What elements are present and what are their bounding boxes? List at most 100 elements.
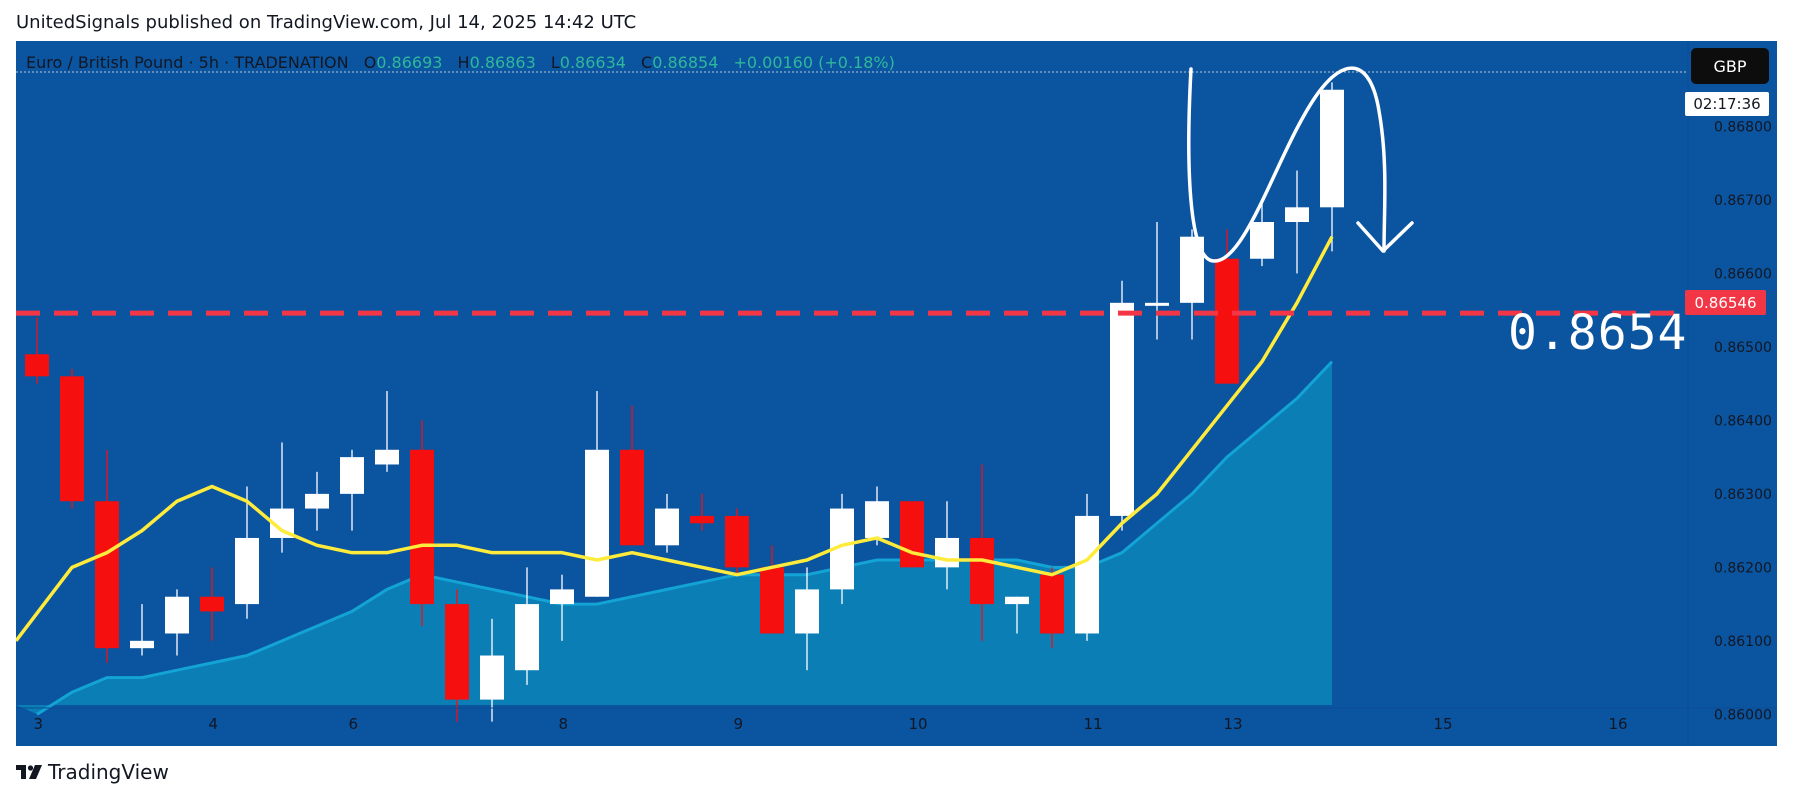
candle [795,567,819,671]
candle [480,618,504,722]
chart-panel[interactable]: 0.86000 0.86100 0.86200 0.86300 0.86400 0.865… [16,41,1777,746]
low-label: L [550,53,560,72]
candle-body [760,567,784,634]
candle-body [1215,258,1239,384]
candle [900,501,924,568]
candle [1040,567,1064,649]
high-label: H [457,53,470,72]
time-tick-label: 3 [34,715,44,733]
candle-body [935,537,959,568]
symbol-legend[interactable]: Euro / British Pound · 5h · TRADENATION … [26,53,895,72]
candle-body [1285,207,1309,222]
tradingview-logo[interactable]: TradingView [16,760,169,784]
candle [550,574,574,641]
candle-body [480,655,504,700]
candle [25,317,49,384]
candle [235,486,259,619]
candle [690,493,714,531]
candle [270,442,294,553]
candle [585,391,609,597]
arrow-head [1356,221,1414,253]
level-annotation-text: 0.8654 [1508,305,1688,361]
published-by-header: UnitedSignals published on TradingView.c… [16,12,637,33]
time-tick-label: 16 [1609,715,1628,733]
time-tick-label: 6 [349,715,359,733]
candle-body [340,457,364,494]
candle [410,420,434,627]
price-tick-label: 0.86800 [1714,119,1772,135]
candle-body [550,589,574,605]
close-value: 0.86854 [652,53,719,72]
candle-body [1320,89,1344,208]
candle-body [445,604,469,700]
candle-body [1075,515,1099,634]
candle-body [60,376,84,502]
candle [1285,170,1309,274]
candle [200,567,224,641]
hand-drawn-annotation-layer [1187,66,1414,263]
candle [1250,199,1274,267]
currency-button[interactable]: GBP [1691,48,1769,84]
level-price-label: 0.86546 [1685,290,1766,315]
candle-body [375,449,399,465]
candle [865,486,889,546]
time-tick-label: 8 [559,715,569,733]
candle [1145,222,1169,340]
candle [1320,82,1344,252]
candle [1110,280,1134,531]
low-value: 0.86634 [559,53,626,72]
symbol-name: Euro / British Pound · 5h · TRADENATION [26,53,349,72]
candle [1075,493,1099,641]
candle [445,589,469,722]
candle-body [1145,302,1169,306]
candle-body [1250,222,1274,259]
candle-body [1110,302,1134,516]
candle-body [690,515,714,524]
candle [515,567,539,685]
price-chart[interactable]: 0.86000 0.86100 0.86200 0.86300 0.86400 0.865… [16,41,1777,746]
candle [165,589,189,656]
close-label: C [641,53,653,72]
axes-layer: 0.86000 0.86100 0.86200 0.86300 0.86400 0.865… [16,41,1777,746]
candle [620,405,644,546]
candle-body [200,596,224,612]
candle [340,449,364,531]
candle [760,545,784,634]
price-tick-label: 0.86300 [1714,487,1772,503]
change-value: +0.00160 (+0.18%) [733,53,895,72]
time-tick-label: 15 [1434,715,1453,733]
price-tick-label: 0.86400 [1714,413,1772,429]
tradingview-brand-label: TradingView [48,760,169,784]
candle-body [95,501,119,649]
time-tick-label: 10 [909,715,928,733]
candle-body [970,537,994,605]
candle-body [305,493,329,509]
candle-body [900,501,924,568]
candle [725,508,749,575]
candle-body [620,449,644,546]
price-tick-label: 0.86000 [1714,707,1772,723]
area-moving-average-layer [16,360,1334,716]
time-tick-label: 4 [209,715,219,733]
candle [655,493,679,553]
candle [375,391,399,472]
candle [60,368,84,509]
candle [95,449,119,663]
candle [1005,596,1029,634]
time-tick-label: 13 [1224,715,1243,733]
price-tick-label: 0.86500 [1714,340,1772,356]
candle [970,464,994,641]
candle-body [130,640,154,649]
price-tick-label: 0.86600 [1714,266,1772,282]
high-value: 0.86863 [469,53,536,72]
area-ma-fill [16,361,1332,715]
support-level-layer [16,71,1688,316]
candle [130,604,154,656]
candle [935,501,959,590]
time-tick-label: 11 [1084,715,1103,733]
candle-body [725,515,749,568]
candle-body [410,449,434,605]
candle-body [795,589,819,634]
candle [305,471,329,531]
price-tick-label: 0.86700 [1714,193,1772,209]
